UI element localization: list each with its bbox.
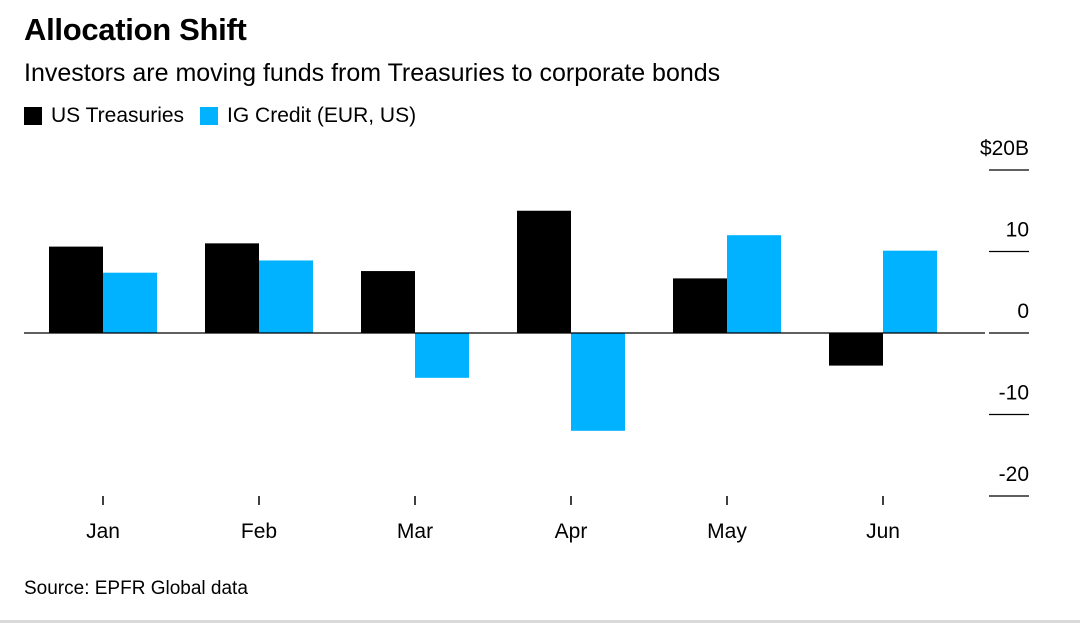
legend-swatch-ig-credit [200, 107, 219, 125]
legend-item-ig-credit: IG Credit (EUR, US) [200, 104, 416, 128]
bar-us-treasuries-jan [49, 246, 103, 333]
legend-label-ig-credit: IG Credit (EUR, US) [227, 104, 417, 127]
y-tick-label-4: -20 [999, 463, 1029, 486]
y-tick-label-3: -10 [999, 382, 1029, 405]
bar-us-treasuries-feb [205, 243, 259, 333]
y-tick-label-2: 0 [1017, 300, 1029, 323]
x-tick-label-feb: Feb [241, 520, 277, 543]
bar-ig-credit-apr [571, 333, 625, 431]
legend: US Treasuries IG Credit (EUR, US) [24, 104, 432, 128]
bar-us-treasuries-jun [829, 333, 883, 366]
bottom-divider [0, 620, 1080, 623]
x-tick-label-mar: Mar [397, 520, 433, 543]
y-tick-label-1: 10 [1006, 219, 1029, 242]
chart-title: Allocation Shift [24, 12, 247, 47]
x-tick-label-may: May [707, 520, 747, 543]
chart-subtitle: Investors are moving funds from Treasuri… [24, 59, 721, 87]
bar-ig-credit-may [727, 235, 781, 333]
legend-swatch-us-treasuries [24, 107, 42, 125]
bar-ig-credit-jan [103, 272, 157, 333]
bar-ig-credit-feb [259, 260, 313, 333]
bar-ig-credit-mar [415, 333, 469, 378]
bar-us-treasuries-apr [517, 210, 571, 333]
y-tick-label-0: $20B [980, 137, 1029, 160]
source-note: Source: EPFR Global data [24, 578, 248, 599]
bar-ig-credit-jun [883, 250, 937, 333]
bar-us-treasuries-may [673, 278, 727, 333]
x-tick-label-jun: Jun [866, 520, 900, 543]
legend-label-us-treasuries: US Treasuries [51, 104, 185, 127]
x-tick-label-jan: Jan [86, 520, 120, 543]
legend-item-us-treasuries: US Treasuries [24, 104, 184, 128]
x-tick-label-apr: Apr [555, 520, 588, 543]
bar-us-treasuries-mar [361, 271, 415, 333]
